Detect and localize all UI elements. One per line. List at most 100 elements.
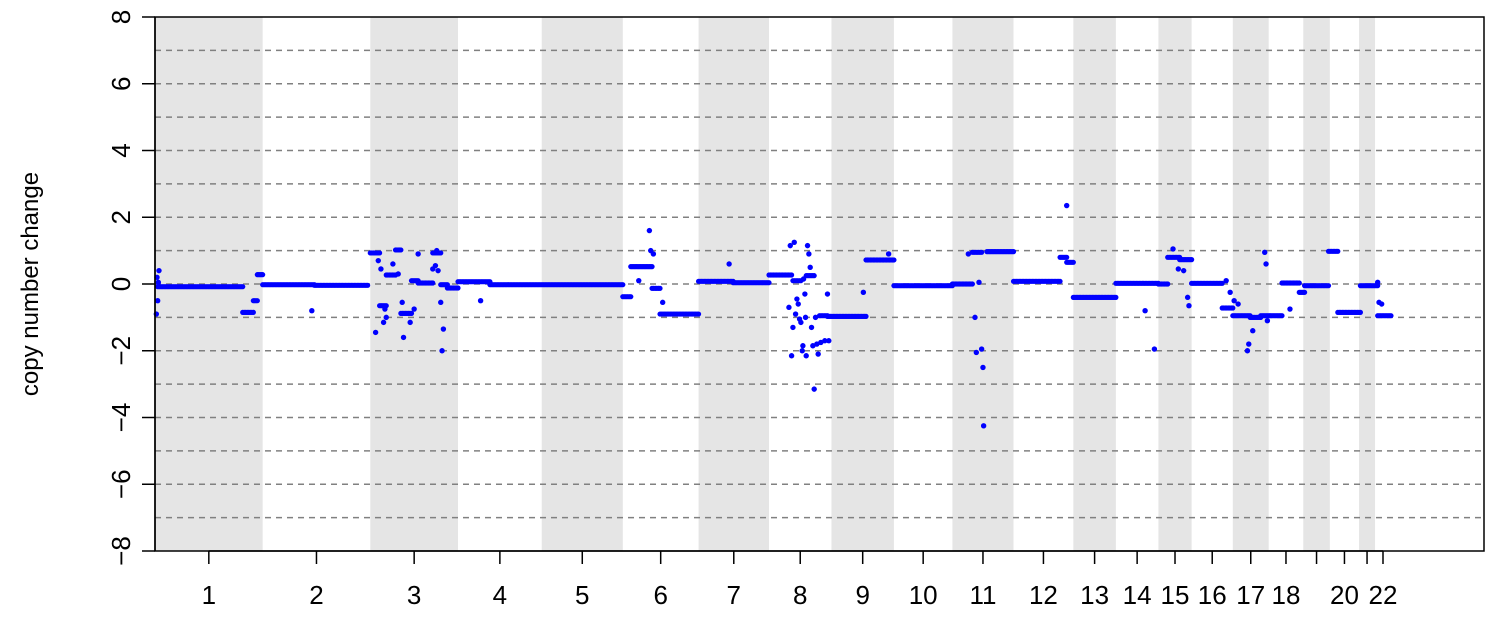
data-point <box>378 266 384 272</box>
x-tick-label-14: 14 <box>1123 580 1152 610</box>
data-point <box>628 294 634 300</box>
data-point <box>1230 305 1236 311</box>
data-point <box>786 304 792 311</box>
data-point <box>1223 277 1229 284</box>
x-tick-label-20: 20 <box>1330 580 1359 610</box>
data-point <box>250 309 256 315</box>
data-point <box>1301 289 1308 295</box>
data-point <box>1250 328 1256 334</box>
data-point <box>1388 313 1394 319</box>
data-point <box>1246 341 1252 347</box>
data-point <box>438 299 444 306</box>
data-point <box>1175 266 1182 272</box>
data-point <box>885 251 892 257</box>
y-axis-title: copy number change <box>17 172 44 396</box>
data-point <box>440 326 447 332</box>
data-point <box>1063 202 1070 209</box>
data-point <box>430 280 436 286</box>
x-tick-label-18: 18 <box>1272 580 1301 610</box>
data-point <box>408 310 415 316</box>
data-point <box>432 262 439 269</box>
data-point <box>154 297 161 304</box>
y-tick-label: −2 <box>106 336 136 366</box>
y-tick-label: 4 <box>106 143 136 157</box>
data-point <box>792 311 799 317</box>
data-point <box>800 343 806 349</box>
data-point <box>1070 259 1076 265</box>
data-point <box>860 289 867 296</box>
data-point <box>807 264 813 271</box>
data-point <box>965 251 972 257</box>
data-point <box>811 273 817 279</box>
data-point <box>815 351 821 357</box>
x-tick-label-11: 11 <box>969 580 996 610</box>
data-point <box>407 319 413 326</box>
data-point <box>365 282 371 288</box>
data-point <box>1227 289 1233 296</box>
data-point <box>395 271 401 277</box>
data-point <box>1325 283 1332 289</box>
data-point <box>1374 279 1381 286</box>
data-point <box>156 267 162 274</box>
data-point <box>800 276 807 282</box>
data-point <box>1184 294 1191 301</box>
x-tick-label-16: 16 <box>1198 580 1227 610</box>
y-tick-label: −4 <box>106 403 136 433</box>
data-point <box>812 314 819 321</box>
data-point <box>434 247 440 254</box>
data-point <box>1170 246 1176 252</box>
data-point <box>1287 306 1293 312</box>
data-point <box>788 353 795 359</box>
data-point <box>1235 301 1241 307</box>
x-tick-label-17: 17 <box>1236 580 1265 610</box>
data-point <box>650 251 657 257</box>
data-point <box>804 242 811 249</box>
x-tick-label-2: 2 <box>309 580 323 610</box>
data-point <box>811 386 817 392</box>
data-point <box>415 251 421 257</box>
data-point <box>969 281 975 287</box>
data-point <box>254 298 260 304</box>
data-point <box>790 324 796 331</box>
x-tick-label-13: 13 <box>1080 580 1109 610</box>
x-tick-label-4: 4 <box>493 580 507 610</box>
x-tick-label-1: 1 <box>202 580 216 610</box>
data-point <box>1296 280 1302 286</box>
x-tick-label-5: 5 <box>575 580 589 610</box>
gridlines <box>155 49 1484 519</box>
y-tick-label: −6 <box>106 469 136 499</box>
data-point <box>863 313 869 319</box>
data-point <box>383 314 389 321</box>
data-point <box>726 261 732 267</box>
y-tick-label: 8 <box>106 10 136 24</box>
x-tick-label-22: 22 <box>1369 580 1398 610</box>
data-point <box>802 314 809 321</box>
data-point <box>766 280 772 286</box>
data-point <box>976 279 982 286</box>
data-point <box>375 257 381 264</box>
data-point <box>973 349 980 356</box>
data-point <box>972 314 978 321</box>
data-point <box>240 284 246 290</box>
data-point <box>980 364 986 371</box>
data-point <box>377 250 383 256</box>
data-point <box>1142 308 1148 314</box>
data-point <box>309 308 315 314</box>
data-point <box>799 348 805 354</box>
data-point <box>1180 267 1187 274</box>
data-point <box>649 264 655 270</box>
data-point <box>400 334 407 341</box>
y-tick-label: −8 <box>106 536 136 566</box>
data-point <box>1165 281 1171 287</box>
data-point <box>439 348 445 354</box>
data-point <box>822 338 828 344</box>
data-point <box>979 249 985 255</box>
data-point <box>477 297 484 304</box>
data-point <box>1151 346 1158 352</box>
data-point <box>1057 278 1063 284</box>
data-points <box>153 202 1394 429</box>
data-point <box>390 261 396 267</box>
data-point <box>788 272 795 278</box>
y-tick-label: 2 <box>106 210 136 224</box>
